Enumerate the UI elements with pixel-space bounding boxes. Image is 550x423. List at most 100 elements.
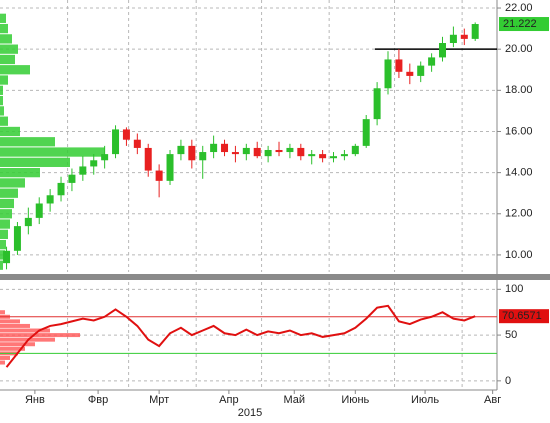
- candle-body: [242, 147, 250, 155]
- x-tick-label: Фвр: [88, 394, 108, 406]
- candle-body: [231, 152, 239, 155]
- candle-body: [417, 65, 425, 76]
- candle-body: [395, 59, 403, 72]
- y-tick-label: 0: [505, 375, 511, 387]
- candle-body: [221, 143, 229, 153]
- candle-body: [188, 145, 196, 161]
- rsi-profile-bar: [0, 355, 10, 360]
- candle-body: [286, 147, 294, 153]
- candle-body: [297, 147, 305, 157]
- volume-profile-bar: [0, 85, 3, 95]
- rsi-profile-bar: [0, 323, 30, 328]
- candle-body: [340, 154, 348, 157]
- y-tick-label: 20.00: [505, 43, 533, 55]
- volume-profile-bar: [0, 23, 8, 34]
- volume-profile-bar: [0, 34, 12, 44]
- rsi-profile-bar: [0, 310, 5, 315]
- candle-body: [275, 149, 283, 153]
- candle-body: [351, 145, 359, 155]
- y-tick-label: 18.00: [505, 84, 533, 96]
- x-tick-label: Июль: [411, 394, 439, 406]
- y-tick-label: 14.00: [505, 167, 533, 179]
- x-tick-label: Янв: [25, 394, 45, 406]
- y-tick-label: 22.00: [505, 2, 533, 14]
- x-tick-label: Май: [283, 394, 305, 406]
- volume-profile-bar: [0, 126, 20, 137]
- volume-profile-bar: [0, 75, 8, 85]
- x-tick-label: Авг: [484, 394, 501, 406]
- candle-body: [210, 143, 218, 153]
- volume-profile-bar: [0, 250, 5, 260]
- candle-body: [460, 34, 468, 39]
- candle-body: [90, 160, 98, 167]
- rsi-profile-bar: [0, 346, 25, 351]
- candle-body: [253, 147, 261, 157]
- volume-profile-bar: [0, 137, 55, 147]
- last-price-label: 21.222: [503, 18, 537, 30]
- candle-body: [46, 195, 54, 204]
- volume-profile-bar: [0, 167, 40, 178]
- candle-body: [362, 119, 370, 146]
- last-value-label: 70.6571: [502, 310, 542, 322]
- rsi-profile-bar: [0, 319, 20, 324]
- volume-profile-bar: [0, 116, 8, 126]
- rsi-profile-bar: [0, 333, 80, 338]
- candle-body: [471, 24, 479, 39]
- candle-body: [122, 129, 130, 140]
- candle-body: [406, 71, 414, 76]
- candle-body: [384, 59, 392, 89]
- rsi-line: [5, 304, 476, 368]
- candle-body: [13, 226, 21, 251]
- volume-profile-bar: [0, 198, 14, 209]
- volume-profile-bar: [0, 209, 12, 219]
- y-tick-label: 100: [505, 283, 523, 295]
- candle-body: [112, 129, 120, 155]
- volume-profile-bar: [0, 219, 10, 229]
- candle-body: [177, 145, 185, 155]
- candle-body: [319, 154, 327, 159]
- volume-profile-bar: [0, 13, 6, 23]
- candle-body: [166, 154, 174, 181]
- candle-body: [133, 139, 141, 148]
- candle-body: [68, 174, 76, 183]
- volume-profile-bar: [0, 188, 18, 198]
- candle-body: [439, 43, 447, 58]
- candle-body: [428, 57, 436, 66]
- candle-body: [101, 154, 109, 161]
- last-value-tag: [499, 309, 549, 324]
- rsi-profile-bar: [0, 328, 50, 333]
- volume-profile-bar: [0, 44, 18, 54]
- volume-profile-bar: [0, 157, 70, 167]
- candle-body: [373, 88, 381, 120]
- rsi-profile-bar: [0, 360, 5, 365]
- panel-separator: [0, 274, 550, 280]
- candle-body: [35, 203, 43, 218]
- candle-body: [308, 154, 316, 157]
- candle-body: [264, 149, 272, 157]
- volume-profile-bar: [0, 65, 30, 75]
- candle-body: [330, 156, 338, 159]
- x-axis-label: 2015: [238, 407, 262, 419]
- rsi-profile-bar: [0, 342, 35, 347]
- candle-body: [24, 217, 32, 227]
- candle-body: [199, 152, 207, 161]
- candle-body: [449, 34, 457, 44]
- candle-body: [57, 182, 65, 196]
- y-tick-label: 10.00: [505, 249, 533, 261]
- x-tick-label: Июнь: [341, 394, 369, 406]
- last-price-tag: [499, 17, 549, 32]
- volume-profile-bar: [0, 229, 8, 239]
- candle-body: [79, 166, 87, 175]
- x-tick-label: Мрт: [149, 394, 169, 406]
- volume-profile-bar: [0, 147, 105, 157]
- volume-profile-bar: [0, 260, 3, 270]
- candle-body: [144, 147, 152, 171]
- y-tick-label: 12.00: [505, 208, 533, 220]
- y-tick-label: 16.00: [505, 125, 533, 137]
- candle-body: [3, 250, 11, 264]
- volume-profile-bar: [0, 95, 3, 106]
- volume-profile-bar: [0, 239, 6, 250]
- x-tick-label: Апр: [219, 394, 238, 406]
